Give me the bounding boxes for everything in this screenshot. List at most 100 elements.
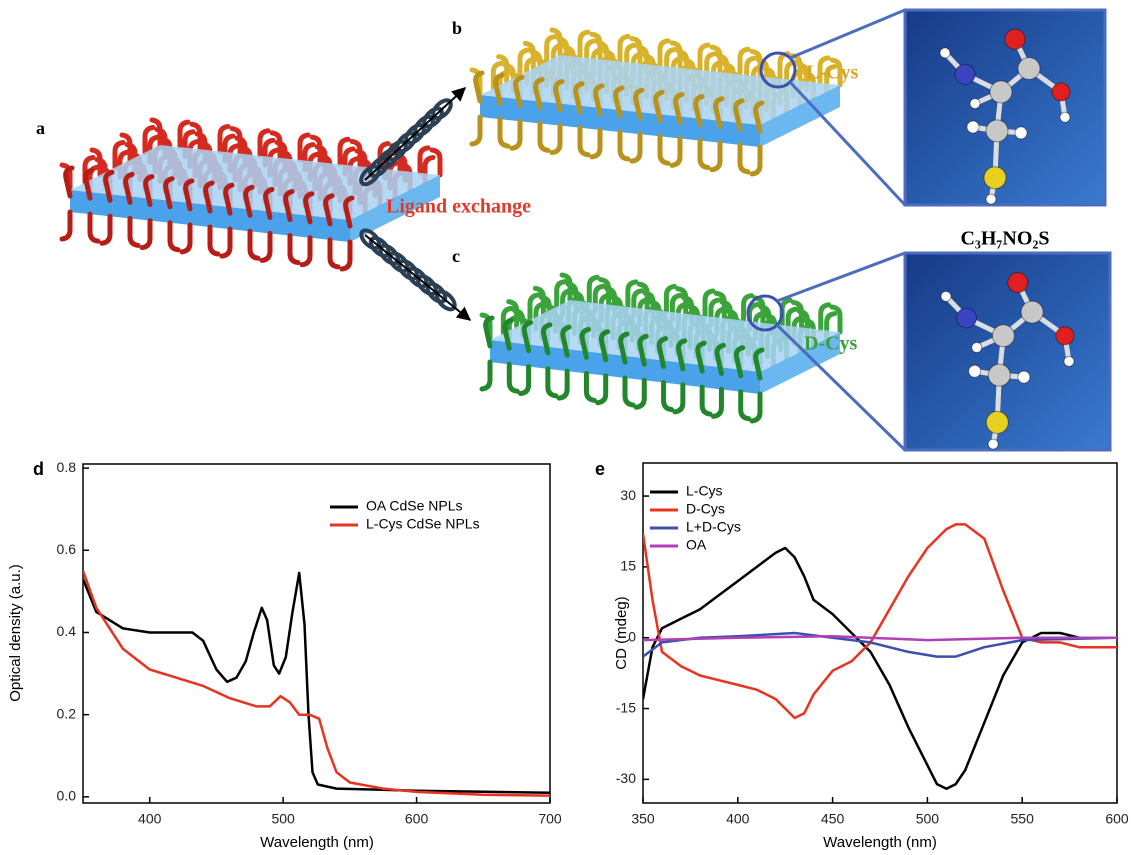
ligand	[182, 225, 190, 252]
ligand	[130, 218, 138, 245]
ligand	[102, 216, 110, 243]
illustration	[62, 10, 1110, 450]
atom	[1056, 327, 1074, 345]
atom	[1021, 301, 1043, 323]
series-line	[83, 571, 550, 796]
atom	[986, 411, 1008, 433]
ligand	[432, 150, 440, 175]
atom	[969, 365, 981, 377]
ligand	[712, 143, 720, 170]
ligand	[586, 373, 594, 400]
ligand	[620, 132, 628, 159]
atom	[1018, 371, 1030, 383]
series-line	[643, 548, 1117, 789]
ligand	[342, 242, 350, 269]
atom	[1060, 112, 1070, 122]
atom	[970, 99, 980, 109]
panel-label: e	[595, 459, 605, 479]
ligand	[632, 134, 640, 161]
x-tick-label: 500	[916, 811, 940, 827]
ligand	[752, 147, 760, 174]
atom	[940, 48, 950, 58]
atom	[1052, 83, 1070, 101]
series-line	[83, 573, 550, 793]
atom	[992, 325, 1014, 347]
x-tick-label: 450	[821, 811, 845, 827]
x-tick-label: 700	[538, 811, 562, 827]
ligand	[170, 223, 178, 250]
atom	[984, 167, 1006, 189]
ligand	[832, 307, 840, 332]
y-tick-label: 0.8	[57, 459, 77, 475]
atom	[957, 308, 977, 328]
x-tick-label: 550	[1011, 811, 1035, 827]
zoom-line	[777, 253, 905, 301]
ligand	[250, 231, 258, 258]
ligand	[500, 119, 508, 146]
arrow	[365, 88, 465, 180]
ligand	[548, 369, 556, 396]
x-tick-label: 500	[271, 811, 295, 827]
atom	[988, 439, 998, 449]
ligand	[752, 394, 760, 421]
ligand	[521, 367, 529, 394]
atom	[1064, 356, 1074, 366]
ligand	[660, 136, 668, 163]
y-tick-label: 15	[620, 558, 636, 574]
y-tick-label: 0.4	[57, 623, 77, 639]
y-axis-title: CD (mdeg)	[613, 596, 630, 669]
atom	[972, 343, 982, 353]
atom	[986, 120, 1008, 142]
atom	[1015, 127, 1027, 139]
ligand	[675, 385, 683, 412]
ligand	[210, 227, 218, 254]
ligand	[740, 145, 748, 172]
panel-label: a	[36, 118, 45, 138]
y-tick-label: -15	[616, 699, 636, 715]
ligand	[741, 392, 749, 419]
ligand	[512, 121, 520, 148]
ligand	[222, 229, 230, 256]
d-cys-label: D-Cys	[804, 333, 858, 355]
ligand	[330, 240, 338, 267]
ligand	[90, 214, 98, 241]
x-tick-label: 400	[726, 811, 750, 827]
ligand	[625, 378, 633, 405]
formula: C₃H₇NO₂S	[960, 228, 1049, 250]
ligand	[580, 128, 588, 155]
y-tick-label: 0.2	[57, 705, 77, 721]
atom	[941, 291, 951, 301]
x-axis-title: Wavelength (nm)	[260, 834, 374, 851]
series-line	[643, 524, 1117, 718]
atom	[955, 64, 975, 84]
legend-label: OA	[686, 537, 707, 553]
ligand	[262, 233, 270, 260]
legend-label: OA CdSe NPLs	[366, 498, 463, 514]
panel-label: c	[452, 246, 460, 266]
legend-label: L-Cys	[686, 483, 723, 499]
ligand	[509, 364, 517, 391]
figure: a b c d e Ligand exchange L-Cys D-Cys C₃…	[0, 0, 1131, 855]
ligand	[62, 212, 70, 239]
ligand	[700, 141, 708, 168]
x-tick-label: 600	[405, 811, 429, 827]
atom	[967, 121, 979, 133]
y-tick-label: 0.0	[57, 788, 77, 804]
atom	[1008, 273, 1028, 293]
ligand	[552, 126, 560, 153]
ligand	[598, 376, 606, 403]
ligand	[302, 238, 310, 265]
y-tick-label: 30	[620, 487, 636, 503]
ligand	[482, 362, 490, 389]
ligand	[672, 138, 680, 165]
ligand	[713, 389, 721, 416]
x-axis-title: Wavelength (nm)	[823, 834, 937, 851]
x-tick-label: 600	[1105, 811, 1129, 827]
x-tick-label: 400	[138, 811, 162, 827]
ligand	[702, 387, 710, 414]
ligand-exchange-label: Ligand exchange	[386, 196, 531, 218]
panel-label: b	[452, 18, 462, 38]
y-tick-label: -30	[616, 770, 636, 786]
legend-label: L+D-Cys	[686, 519, 741, 535]
ligand	[559, 371, 567, 398]
